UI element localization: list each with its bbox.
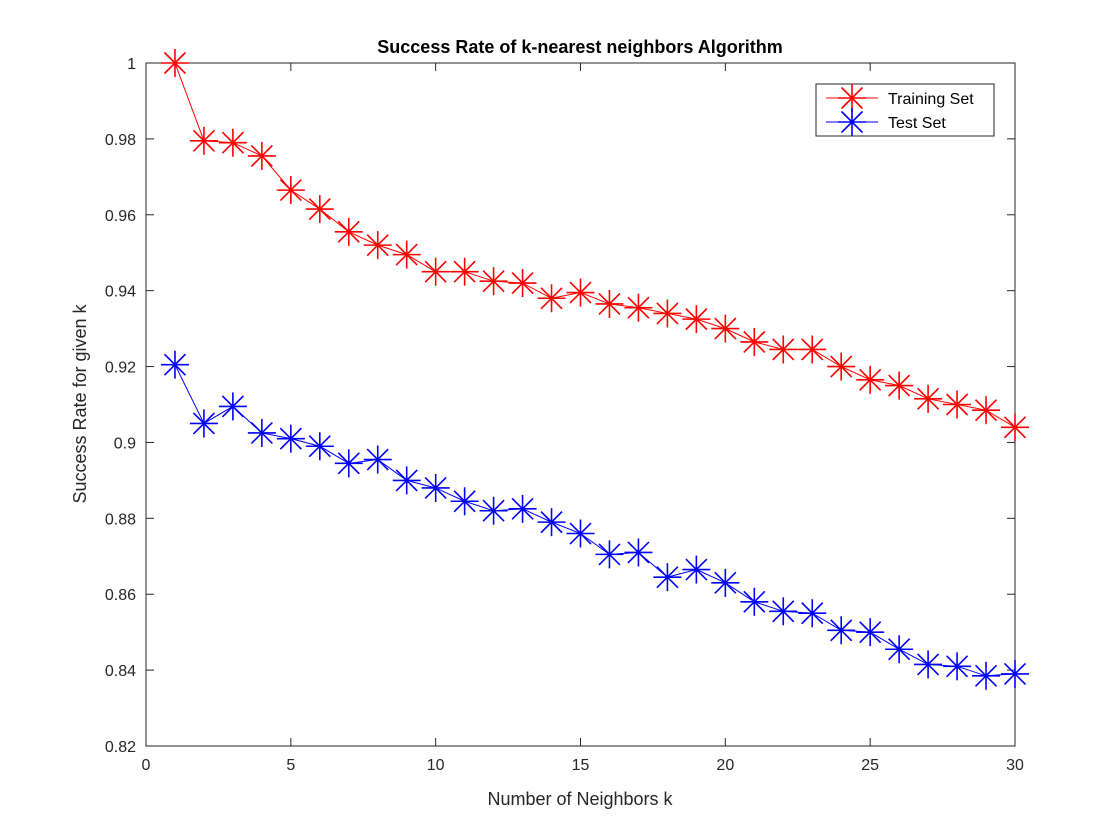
data-point bbox=[276, 424, 305, 453]
data-point bbox=[247, 418, 276, 447]
data-point bbox=[276, 176, 305, 205]
data-point bbox=[334, 217, 363, 246]
data-point bbox=[827, 616, 856, 645]
data-point bbox=[943, 652, 972, 681]
x-tick-label: 5 bbox=[286, 757, 295, 774]
data-point bbox=[943, 390, 972, 419]
x-tick-label: 15 bbox=[572, 757, 590, 774]
data-point bbox=[479, 267, 508, 296]
data-point bbox=[566, 278, 595, 307]
data-point bbox=[189, 126, 218, 155]
data-point bbox=[247, 141, 276, 170]
data-point bbox=[305, 195, 334, 224]
data-point bbox=[653, 299, 682, 328]
data-point bbox=[218, 392, 247, 421]
data-point bbox=[856, 618, 885, 647]
data-point bbox=[479, 496, 508, 525]
y-tick-label: 0.92 bbox=[105, 360, 136, 377]
x-tick-label: 20 bbox=[716, 757, 734, 774]
data-point bbox=[856, 365, 885, 394]
data-point bbox=[682, 555, 711, 584]
data-point bbox=[305, 432, 334, 461]
y-axis-title: Success Rate for given k bbox=[70, 303, 90, 503]
data-point bbox=[972, 661, 1001, 690]
data-point bbox=[421, 257, 450, 286]
data-point bbox=[711, 314, 740, 343]
series-test-set bbox=[160, 350, 1029, 690]
x-tick-label: 10 bbox=[427, 757, 445, 774]
data-point bbox=[508, 494, 537, 523]
series-layer bbox=[160, 49, 1029, 690]
data-point bbox=[682, 305, 711, 334]
data-point bbox=[914, 384, 943, 413]
data-point bbox=[624, 538, 653, 567]
data-point bbox=[450, 487, 479, 516]
data-point bbox=[334, 449, 363, 478]
y-tick-label: 0.84 bbox=[105, 663, 136, 680]
y-tick-label: 0.98 bbox=[105, 132, 136, 149]
data-point bbox=[885, 635, 914, 664]
data-point bbox=[1001, 413, 1029, 442]
data-point bbox=[740, 327, 769, 356]
data-point bbox=[160, 49, 189, 77]
legend-marker bbox=[838, 84, 866, 112]
data-point bbox=[711, 568, 740, 597]
x-tick-label: 25 bbox=[861, 757, 879, 774]
legend-items bbox=[826, 84, 878, 136]
data-point bbox=[160, 350, 189, 379]
y-tick-label: 0.94 bbox=[105, 284, 136, 301]
legend: Training Set Test Set bbox=[815, 83, 995, 137]
x-tick-label: 30 bbox=[1006, 757, 1024, 774]
series-training-set bbox=[160, 49, 1029, 442]
axis-ticks: 0 5 10 15 20 25 30 0.82 0.84 0.86 0.88 0.9 0.92 0.94 0… bbox=[105, 56, 1024, 774]
data-point bbox=[1001, 659, 1029, 688]
data-point bbox=[450, 257, 479, 286]
data-point bbox=[972, 396, 1001, 425]
chart-title: Success Rate of k-nearest neighbors Algo… bbox=[377, 37, 782, 57]
y-tick-label: 1 bbox=[127, 56, 136, 73]
series-line bbox=[174, 364, 1016, 677]
y-tick-label: 0.96 bbox=[105, 208, 136, 225]
data-point bbox=[508, 269, 537, 298]
data-point bbox=[798, 599, 827, 628]
x-axis-title: Number of Neighbors k bbox=[487, 789, 673, 809]
data-point bbox=[566, 519, 595, 548]
data-point bbox=[392, 240, 421, 269]
data-point bbox=[363, 231, 392, 260]
data-point bbox=[769, 335, 798, 364]
y-tick-label: 0.82 bbox=[105, 739, 136, 756]
data-point bbox=[537, 284, 566, 313]
y-tick-label: 0.86 bbox=[105, 587, 136, 604]
data-point bbox=[769, 597, 798, 626]
legend-label-test: Test Set bbox=[888, 115, 946, 132]
data-point bbox=[421, 473, 450, 502]
data-point bbox=[595, 289, 624, 318]
data-point bbox=[740, 587, 769, 616]
y-tick-label: 0.9 bbox=[114, 435, 136, 452]
data-point bbox=[653, 563, 682, 592]
data-point bbox=[189, 409, 218, 438]
data-point bbox=[624, 293, 653, 322]
x-tick-label: 0 bbox=[142, 757, 151, 774]
data-point bbox=[885, 371, 914, 400]
data-point bbox=[392, 466, 421, 495]
legend-label-training: Training Set bbox=[888, 91, 974, 108]
data-point bbox=[218, 128, 247, 157]
y-tick-label: 0.88 bbox=[105, 511, 136, 528]
series-line bbox=[174, 62, 1016, 428]
data-point bbox=[827, 352, 856, 381]
plot-area bbox=[145, 62, 1016, 747]
data-point bbox=[537, 508, 566, 537]
data-point bbox=[363, 445, 392, 474]
legend-marker bbox=[838, 108, 866, 136]
data-point bbox=[595, 540, 624, 569]
data-point bbox=[798, 335, 827, 364]
data-point bbox=[914, 650, 943, 679]
